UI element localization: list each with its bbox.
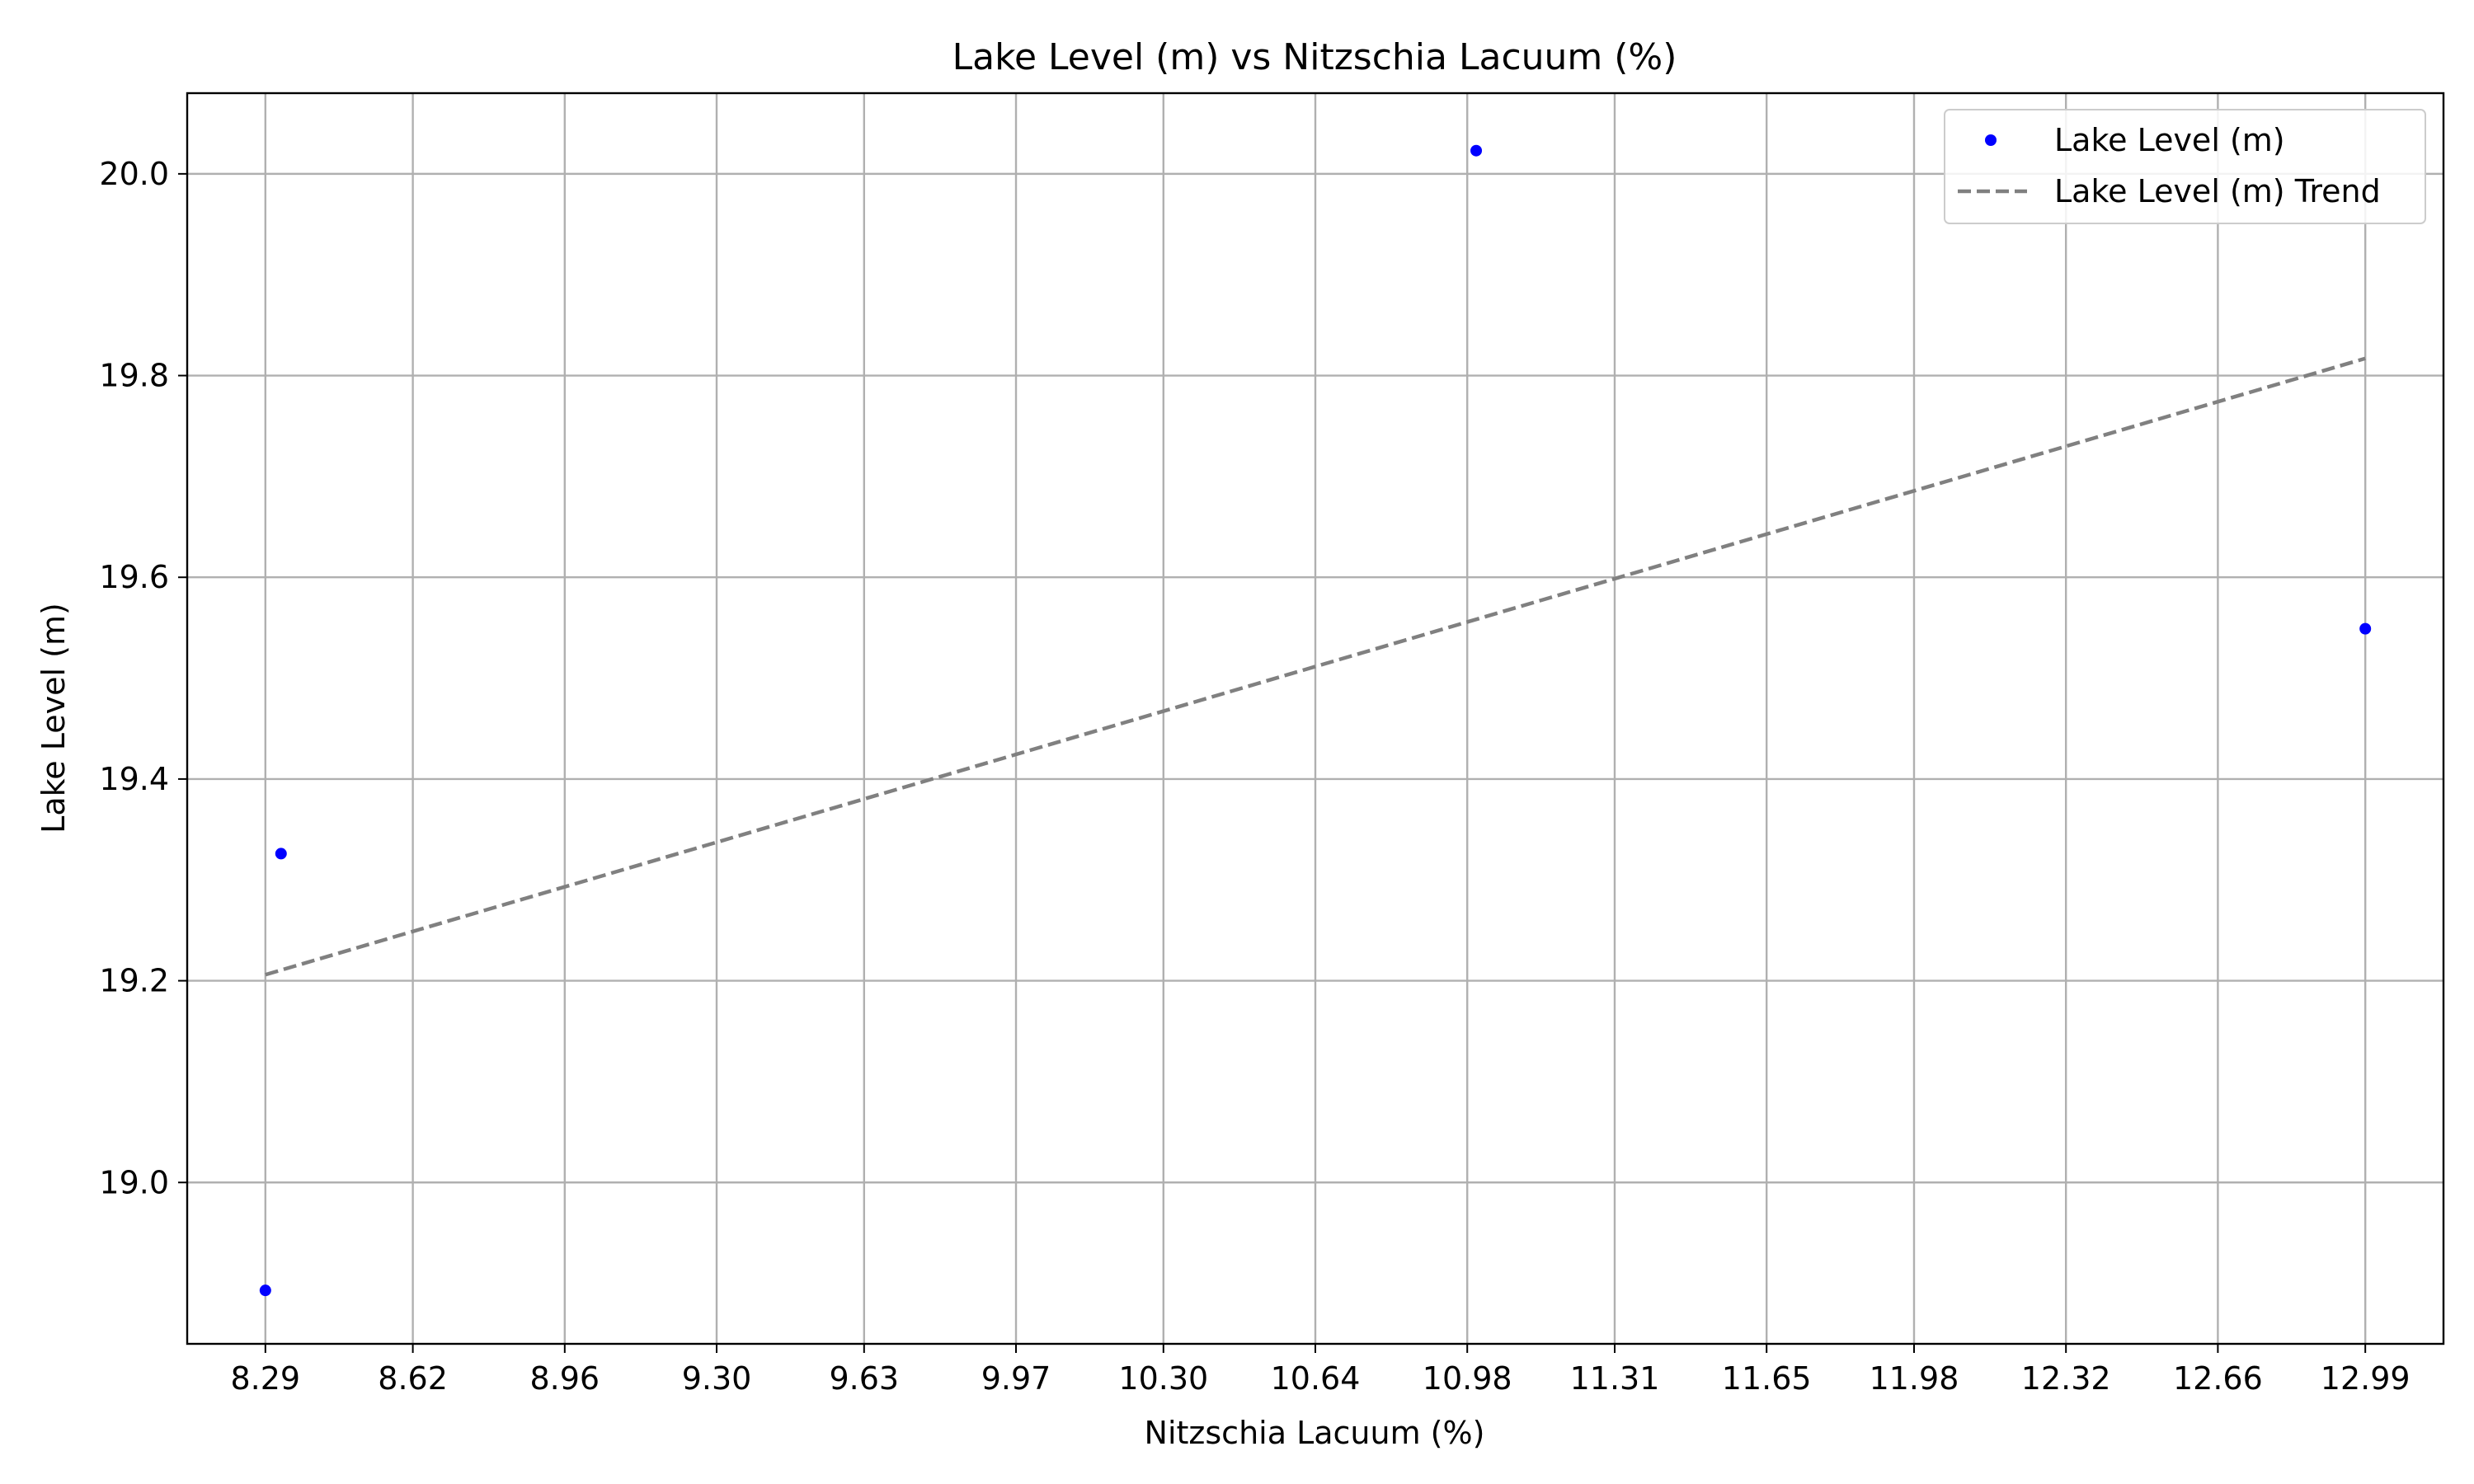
- legend-label-scatter: Lake Level (m): [2054, 122, 2285, 158]
- x-tick-label: 12.99: [2321, 1360, 2411, 1397]
- x-tick-label: 9.30: [682, 1360, 752, 1397]
- scatter-point: [1470, 144, 1483, 157]
- legend: Lake Level (m) Lake Level (m) Trend: [1944, 109, 2426, 224]
- y-axis-label: Lake Level (m): [35, 603, 72, 834]
- legend-marker-scatter: [1985, 134, 1997, 146]
- y-tick-label: 19.0: [99, 1164, 169, 1200]
- x-tick-label: 8.62: [378, 1360, 448, 1397]
- y-tick-label: 19.8: [99, 358, 169, 394]
- scatter-point: [275, 848, 287, 860]
- scatter-point: [259, 1284, 271, 1297]
- chart-title: Lake Level (m) vs Nitzschia Lacuum (%): [952, 36, 1677, 78]
- x-tick-label: 9.97: [981, 1360, 1051, 1397]
- scatter-point: [2359, 622, 2372, 635]
- y-tick-label: 20.0: [99, 156, 169, 192]
- x-tick-label: 11.65: [1722, 1360, 1812, 1397]
- grid: [187, 93, 2443, 1344]
- point-layer: [259, 144, 2372, 1297]
- legend-box: [1944, 109, 2426, 224]
- x-tick-label: 10.30: [1118, 1360, 1208, 1397]
- x-tick-label: 8.29: [231, 1360, 301, 1397]
- y-tick-label: 19.6: [99, 559, 169, 595]
- trend-layer: [265, 356, 2366, 977]
- x-axis: 8.29 8.62 8.96 9.30 9.63 9.97 10.30 10.64 10.98 1…: [231, 1344, 2411, 1397]
- x-tick-label: 9.63: [829, 1360, 899, 1397]
- y-axis: 19.0 19.2 19.4 19.6 19.8 20.0: [99, 156, 187, 1200]
- y-tick-label: 19.2: [99, 963, 169, 999]
- x-axis-label: Nitzschia Lacuum (%): [1145, 1415, 1485, 1451]
- x-tick-label: 10.98: [1423, 1360, 1512, 1397]
- trend-line: [265, 356, 2366, 977]
- x-tick-label: 10.64: [1271, 1360, 1361, 1397]
- x-tick-label: 8.96: [530, 1360, 600, 1397]
- x-tick-label: 11.98: [1870, 1360, 1959, 1397]
- y-tick-label: 19.4: [99, 761, 169, 797]
- legend-label-trend: Lake Level (m) Trend: [2054, 173, 2381, 209]
- x-tick-label: 11.31: [1570, 1360, 1660, 1397]
- x-tick-label: 12.32: [2021, 1360, 2111, 1397]
- x-tick-label: 12.66: [2173, 1360, 2263, 1397]
